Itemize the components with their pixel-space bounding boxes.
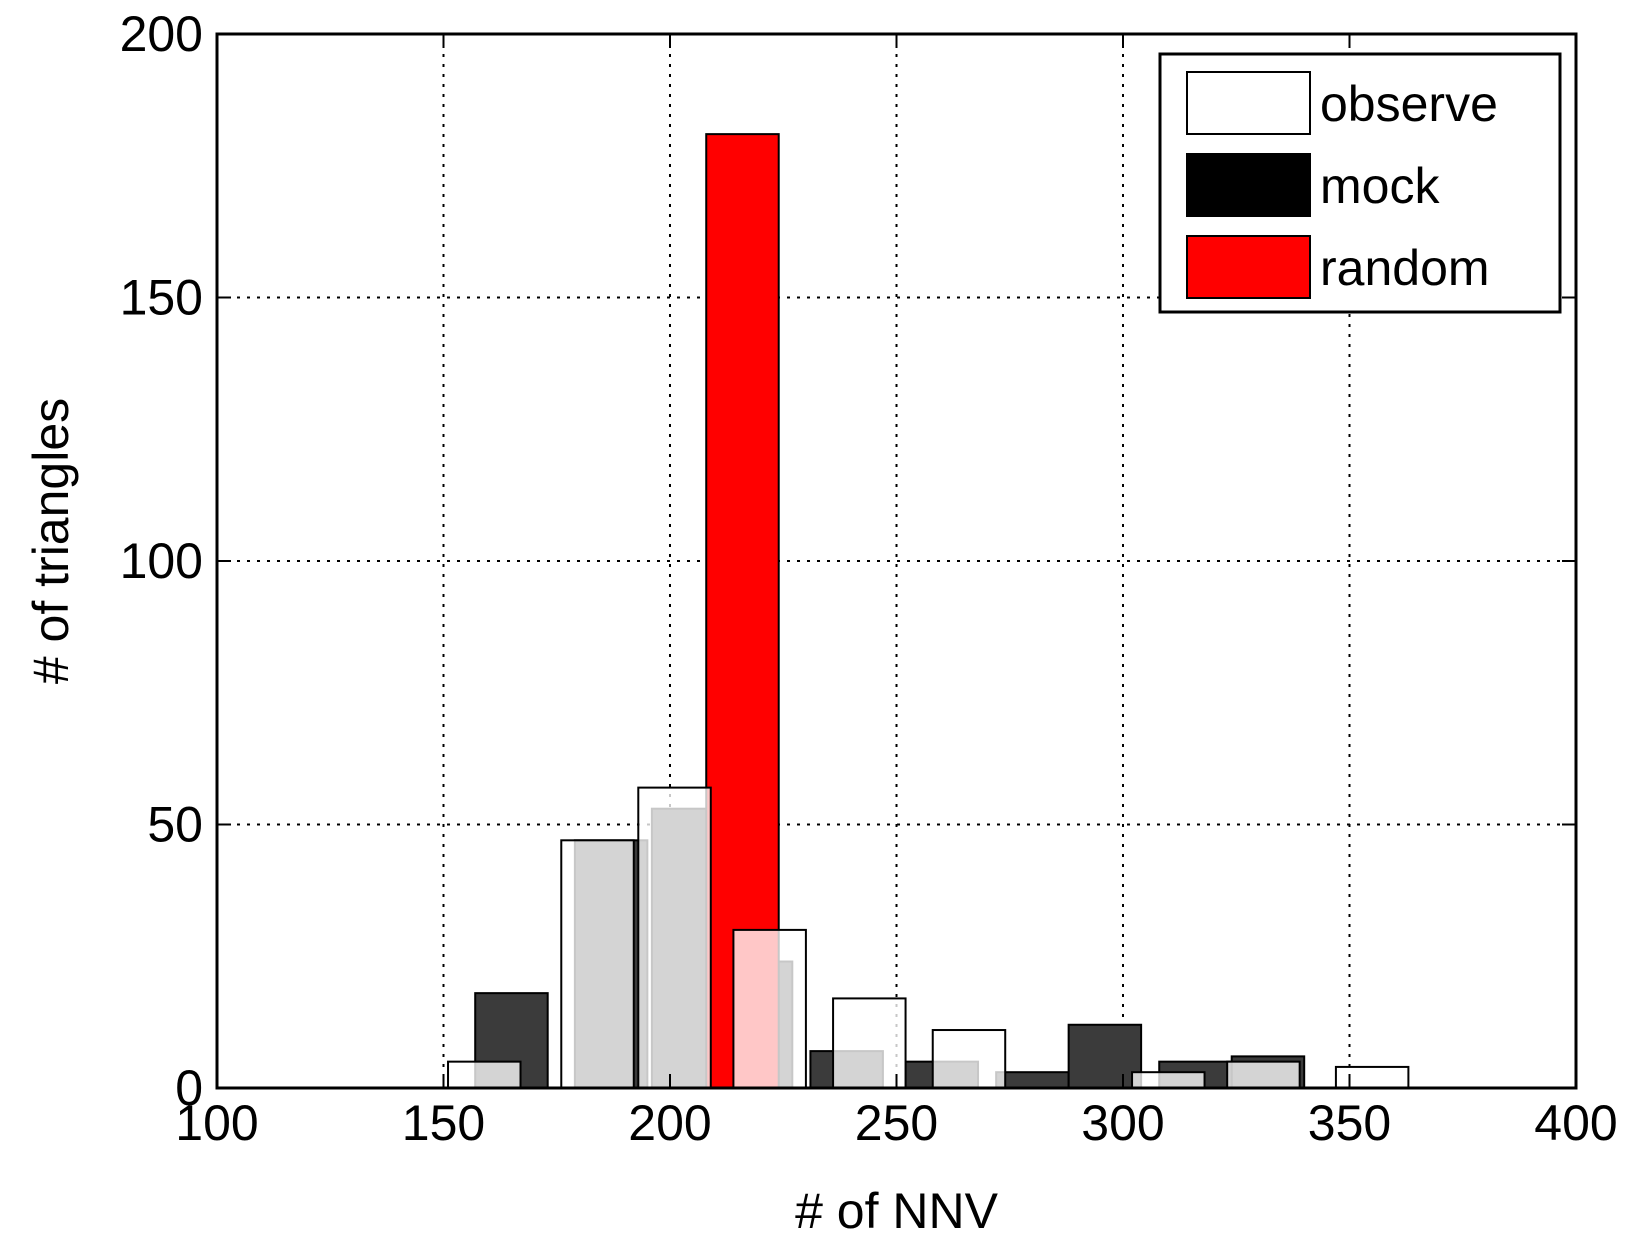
legend-swatch-mock <box>1186 153 1311 217</box>
x-tick-label: 250 <box>855 1095 938 1151</box>
legend-swatch-random <box>1186 235 1311 299</box>
observe-bar <box>931 1029 1007 1090</box>
x-tick-label: 100 <box>175 1095 258 1151</box>
legend-swatch-observe <box>1186 71 1311 135</box>
y-tick-label: 200 <box>120 6 203 62</box>
tick-labels-layer: 100 150 200 250 300 350 400 0 50 100 150 200 <box>120 6 1618 1151</box>
x-tick-label: 150 <box>402 1095 485 1151</box>
observe-bar <box>832 997 907 1089</box>
observe-bar <box>732 928 807 1090</box>
x-tick-label: 200 <box>628 1095 711 1151</box>
mock-bar <box>1067 1023 1143 1090</box>
legend: observe mock random <box>1158 52 1562 314</box>
x-tick-label: 350 <box>1308 1095 1391 1151</box>
legend-label-observe: observe <box>1320 76 1498 132</box>
observe-bar <box>1334 1065 1410 1090</box>
y-tick-label: 150 <box>120 270 203 326</box>
y-tick-label: 0 <box>175 1060 203 1116</box>
x-tick-label: 300 <box>1081 1095 1164 1151</box>
observe-bar <box>560 839 635 1089</box>
y-tick-label: 100 <box>120 533 203 589</box>
y-tick-label: 50 <box>147 797 203 853</box>
observe-bar <box>637 786 712 1089</box>
legend-label-mock: mock <box>1320 158 1440 214</box>
x-tick-label: 400 <box>1534 1095 1617 1151</box>
bars-layer <box>447 133 1410 1090</box>
observe-bar <box>1131 1071 1206 1089</box>
ticks-layer <box>216 33 1577 1089</box>
legend-label-random: random <box>1320 240 1490 296</box>
x-axis-label: # of NNV <box>795 1183 999 1239</box>
observe-bar <box>447 1060 522 1090</box>
mock-bar <box>995 1071 1070 1089</box>
observe-bar <box>1226 1060 1301 1090</box>
y-axis-label: # of triangles <box>23 398 79 684</box>
